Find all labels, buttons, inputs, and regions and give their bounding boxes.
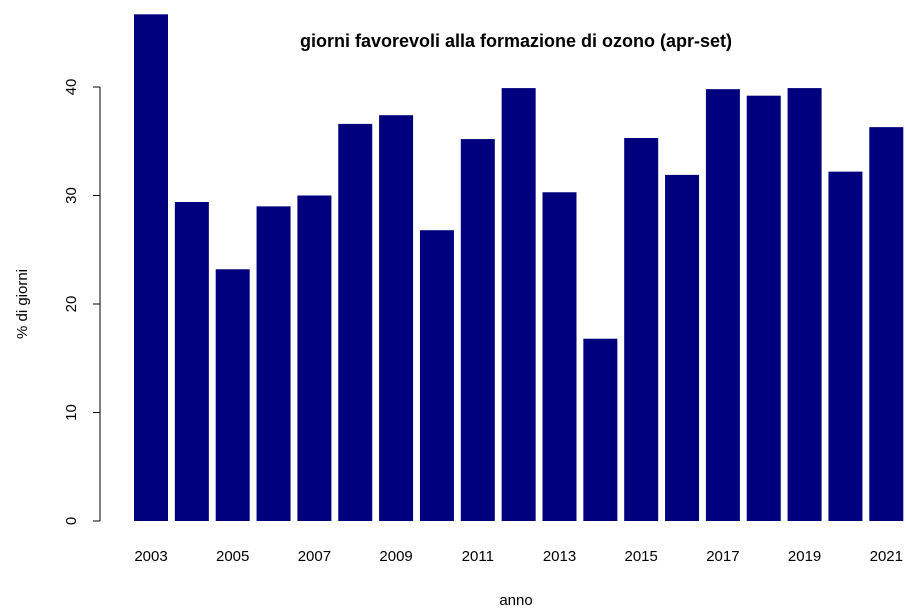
- x-tick-label: 2017: [706, 548, 739, 565]
- chart-title: giorni favorevoli alla formazione di ozo…: [300, 31, 732, 51]
- bar-2011: [460, 139, 495, 521]
- bar-2015: [624, 138, 659, 521]
- x-tick-label: 2009: [379, 548, 412, 565]
- x-tick-label: 2015: [625, 548, 658, 565]
- bar-2006: [256, 206, 291, 521]
- bar-2008: [338, 123, 373, 521]
- bar-2009: [379, 115, 414, 522]
- x-tick-label: 2005: [216, 548, 249, 565]
- bar-2014: [583, 338, 618, 521]
- bar-2012: [501, 88, 536, 521]
- bar-2021: [869, 127, 904, 522]
- bar-2019: [787, 88, 822, 521]
- bar-2020: [828, 171, 863, 521]
- x-tick-label: 2011: [462, 548, 494, 565]
- bar-2005: [215, 269, 250, 521]
- bar-2016: [665, 174, 700, 521]
- x-tick-labels: 2003 2005 2007 2009 2011 2013 2015 2017 2019 2021: [134, 548, 903, 565]
- bar-2010: [419, 230, 454, 521]
- bar-2018: [746, 95, 781, 522]
- y-tick-label: 20: [63, 296, 80, 313]
- y-tick-label: 10: [63, 404, 80, 421]
- bars-group: [134, 14, 904, 522]
- y-axis: 0 10 20 30 40: [63, 79, 101, 525]
- y-tick-label: 0: [63, 517, 80, 525]
- bar-2003: [134, 14, 168, 522]
- x-tick-label: 2019: [788, 548, 821, 565]
- x-tick-label: 2007: [298, 548, 331, 565]
- bar-2004: [174, 202, 209, 521]
- y-tick-label: 40: [63, 79, 80, 96]
- x-tick-label: 2021: [870, 548, 903, 565]
- y-tick-label: 30: [63, 187, 80, 204]
- x-axis-label: anno: [499, 592, 532, 609]
- x-tick-label: 2013: [543, 548, 576, 565]
- bar-2013: [542, 192, 577, 521]
- y-axis-label: % di giorni: [14, 269, 31, 339]
- bar-2007: [297, 195, 332, 521]
- x-tick-label: 2003: [134, 548, 167, 565]
- bar-2017: [705, 89, 740, 522]
